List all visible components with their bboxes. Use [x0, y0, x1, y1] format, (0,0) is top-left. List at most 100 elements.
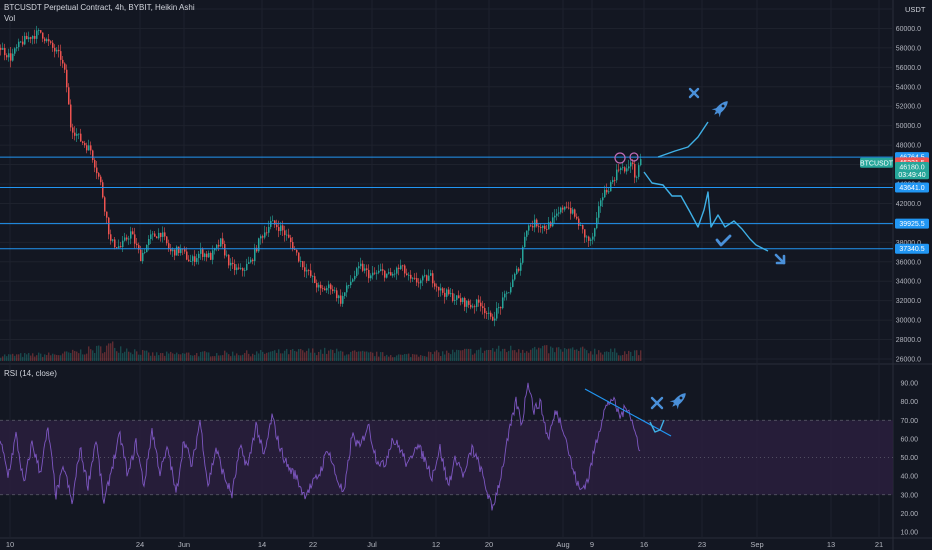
candle-body: [476, 299, 478, 307]
candle-body: [512, 279, 514, 288]
volume-bar: [436, 350, 438, 361]
volume-bar: [322, 353, 324, 361]
volume-bar: [502, 348, 504, 361]
level-tag: 37340.5: [899, 246, 924, 253]
level-tag-box: [895, 182, 929, 193]
candle-body: [242, 268, 244, 271]
candle-body: [532, 225, 534, 228]
volume-bar: [164, 355, 166, 361]
candle-body: [388, 272, 390, 274]
candle-body: [222, 238, 224, 245]
volume-bar: [482, 352, 484, 361]
candle-body: [6, 55, 8, 58]
volume-bar: [618, 355, 620, 361]
volume-bar: [254, 354, 256, 361]
volume-bar: [384, 356, 386, 361]
time-axis[interactable]: 10 24 Jun 14 22 Jul 12 20 Aug 9 16 23 Sep 13 21: [6, 540, 883, 549]
volume-bar: [354, 350, 356, 361]
volume-bar: [34, 356, 36, 361]
volume-bar: [610, 348, 612, 361]
candle-body: [580, 225, 582, 226]
candle-body: [202, 249, 204, 257]
volume-bar: [414, 354, 416, 361]
candle-body: [212, 250, 214, 260]
volume-bar: [572, 347, 574, 361]
candle-body: [456, 295, 458, 300]
price-tick-label: 58000.0: [896, 45, 921, 52]
candle-body: [612, 179, 614, 183]
candle-body: [640, 159, 642, 166]
volume-bar: [222, 355, 224, 361]
volume-bar: [120, 346, 122, 361]
volume-bar: [554, 352, 556, 361]
volume-bar: [158, 355, 160, 361]
time-tick-label: 22: [309, 540, 317, 549]
candle-body: [256, 247, 258, 252]
candle-body: [524, 236, 526, 248]
volume-bar: [458, 350, 460, 361]
rsi-tick-label: 90.00: [900, 381, 918, 388]
volume-bar: [576, 349, 578, 361]
drawings[interactable]: [584, 87, 786, 437]
candle-body: [262, 236, 264, 238]
volume-bar: [632, 356, 634, 361]
candle-body: [274, 220, 276, 225]
candle-body: [314, 276, 316, 283]
candle-body: [616, 169, 618, 181]
volume-label: Vol: [4, 14, 16, 23]
volume-bar: [184, 353, 186, 361]
candle-body: [606, 189, 608, 193]
candle-body: [530, 225, 532, 227]
candle-body: [56, 49, 58, 52]
volume-bar: [136, 351, 138, 361]
volume-bar: [346, 354, 348, 361]
price-tick-label: 28000.0: [896, 337, 921, 344]
rsi-axis[interactable]: 90.00 80.00 70.00 60.00 50.00 40.00 30.00 20.00…: [900, 381, 918, 537]
volume-bar: [448, 352, 450, 361]
candle-body: [12, 53, 14, 61]
volume-bar: [24, 353, 26, 361]
price-tag: 46180.0: [899, 164, 924, 171]
volume-bar: [460, 350, 462, 361]
volume-bar: [570, 348, 572, 361]
candle-body: [496, 308, 498, 319]
rocket-icon-body: [714, 101, 728, 115]
candle-body: [268, 226, 270, 233]
volume-bar: [568, 348, 570, 361]
volume-bar: [312, 348, 314, 361]
candle-body: [322, 288, 324, 290]
candle-body: [286, 234, 288, 236]
volume-bar: [100, 346, 102, 361]
volume-bar: [412, 354, 414, 361]
candle-body: [184, 249, 186, 252]
candles: [0, 25, 642, 327]
candle-body: [330, 284, 332, 290]
candle-body: [188, 259, 190, 262]
volume-bar: [366, 351, 368, 361]
volume-bar: [270, 351, 272, 361]
candle-body: [30, 37, 32, 39]
horizontal-levels[interactable]: [0, 156, 893, 250]
candle-body: [454, 299, 456, 301]
volume-bar: [326, 353, 328, 361]
level-tag: 43641.0: [899, 185, 924, 192]
candle-body: [228, 254, 230, 266]
candle-body: [444, 292, 446, 297]
candle-body: [508, 292, 510, 294]
candle-body: [622, 167, 624, 169]
volume-bar: [202, 351, 204, 361]
volume-bar: [528, 352, 530, 361]
volume-bar: [124, 351, 126, 361]
candle-body: [408, 274, 410, 276]
candle-body: [94, 159, 96, 168]
candle-body: [24, 35, 26, 45]
volume-bar: [162, 353, 164, 361]
candle-body: [46, 39, 48, 42]
volume-bar: [62, 353, 64, 361]
candle-body: [252, 259, 254, 262]
candle-body: [458, 295, 460, 299]
candle-body: [324, 288, 326, 291]
volume-bar: [466, 348, 468, 361]
rsi-line: [0, 382, 641, 511]
